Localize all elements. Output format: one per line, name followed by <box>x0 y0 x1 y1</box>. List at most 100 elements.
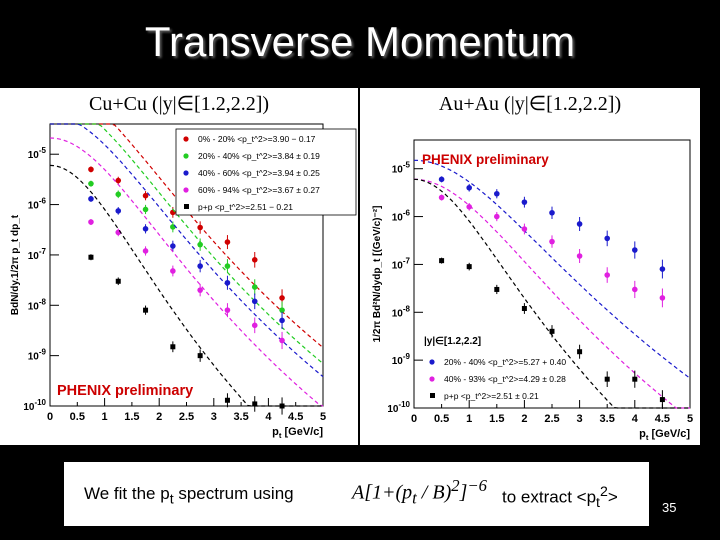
cucu-panel: Cu+Cu (|y|∈[1.2,2.2]) 0 0.5 1 1.5 2 2.5 3 3.5 4 4… <box>0 88 358 445</box>
auau-y-tick-label: 10-5 <box>392 161 411 176</box>
auau-x-tick-label: 0.5 <box>434 413 449 425</box>
auau-data-point <box>521 226 528 232</box>
auau-data-point <box>494 190 500 197</box>
auau-data-point <box>576 221 583 227</box>
auau-x-tick-label: 1 <box>466 413 472 425</box>
formula-sub: t <box>412 488 417 508</box>
cucu-data-point <box>224 263 231 269</box>
auau-data-point-square <box>466 264 472 270</box>
auau-data-point <box>659 295 666 301</box>
cucu-fit-curve-2 <box>50 123 324 378</box>
auau-x-tick-label: 5 <box>687 413 693 425</box>
cucu-x-tick-label: 4.5 <box>288 411 303 423</box>
auau-x-tick-label: 4 <box>632 413 639 425</box>
cucu-y-tick-label: 10-9 <box>28 348 47 363</box>
cucu-phenix-preliminary-label: PHENIX preliminary <box>57 383 193 399</box>
auau-legend-marker <box>429 376 435 382</box>
cucu-data-point <box>88 166 94 173</box>
auau-data-point <box>632 286 638 293</box>
auau-data-point <box>576 253 583 259</box>
cucu-legend-marker <box>183 153 189 159</box>
auau-data-point-square <box>604 376 610 382</box>
cucu-data-point <box>142 206 149 213</box>
auau-y-tick-label: 10-6 <box>392 209 411 224</box>
formula-mid: / B) <box>416 481 452 504</box>
cucu-data-point <box>115 208 122 214</box>
cucu-data-point <box>142 192 149 199</box>
formula-sup: 2 <box>451 476 460 495</box>
cucu-data-point <box>197 263 203 269</box>
auau-data-point <box>521 199 528 205</box>
auau-data-point <box>632 247 638 253</box>
cucu-legend-marker <box>183 136 189 142</box>
auau-fit-curve-0 <box>413 159 691 379</box>
auau-legend-title: |y|∈[1.2,2.2] <box>424 336 481 347</box>
auau-data-point-square <box>494 286 500 292</box>
auau-legend-marker-square <box>430 393 435 398</box>
cucu-data-point <box>197 224 203 231</box>
cucu-data-point <box>251 284 258 290</box>
cucu-panel-title: Cu+Cu (|y|∈[1.2,2.2]) <box>88 93 270 115</box>
cucu-data-point <box>224 279 231 286</box>
auau-y-tick-label: 10-7 <box>392 256 411 271</box>
cucu-data-point <box>170 209 176 216</box>
cucu-y-axis-label: BdN/dy.1/2π p_t dp_t <box>10 214 21 315</box>
cucu-y-tick-label: 10-6 <box>28 197 47 212</box>
cucu-data-point <box>88 219 94 225</box>
fit-text-1-main: We fit the p <box>84 484 170 503</box>
cucu-x-tick-label: 2.5 <box>179 411 194 423</box>
auau-chart: 0 0.5 1 1.5 2 2.5 3 3.5 4 4.5 5 10-5 10-6 10-7 10-8 10-… <box>372 139 693 442</box>
cucu-data-point <box>170 243 176 249</box>
cucu-legend-marker <box>183 187 189 193</box>
auau-y-tick-label: 10-8 <box>392 304 411 319</box>
auau-data-point <box>549 238 555 245</box>
cucu-data-point <box>142 226 149 232</box>
cucu-x-tick-label: 3.5 <box>233 411 248 423</box>
auau-data-point-square <box>632 376 638 382</box>
cucu-legend-marker-square <box>184 204 189 209</box>
cucu-data-point-square <box>170 344 176 350</box>
cucu-data-point <box>279 295 285 301</box>
cucu-legend-entry: 0% - 20% <p_t^2>=3.90 − 0.17 <box>198 134 316 144</box>
cucu-data-point-square <box>197 353 203 359</box>
auau-data-point-square <box>659 397 665 403</box>
cucu-legend-entry: 40% - 60% <p_t^2>=3.94 ± 0.25 <box>198 168 320 178</box>
formula-exp: −6 <box>467 476 487 495</box>
cucu-data-point <box>224 239 231 245</box>
cucu-y-tick-label: 10-10 <box>23 398 46 413</box>
cucu-data-point <box>88 196 94 202</box>
fit-text-2-sub: t <box>596 495 600 512</box>
auau-data-point-square <box>521 305 527 311</box>
cucu-y-tick-label: 10-5 <box>28 146 47 161</box>
auau-x-tick-label: 1.5 <box>489 413 504 425</box>
auau-y-tick-label: 10-10 <box>387 400 410 415</box>
auau-x-tick-label: 2 <box>521 413 527 425</box>
auau-legend-entry: p+p <p_t^2>=2.51 ± 0.21 <box>444 391 539 401</box>
formula-start: A[1+(p <box>352 481 413 504</box>
auau-fit-curve-1 <box>413 178 690 409</box>
auau-data-point <box>549 209 555 216</box>
cucu-data-point <box>170 268 176 274</box>
cucu-legend-entry: p+p <p_t^2>=2.51 − 0.21 <box>198 202 293 212</box>
cucu-legend-marker <box>183 170 189 176</box>
cucu-x-tick-label: 3 <box>211 411 217 423</box>
cucu-data-point <box>279 337 285 344</box>
fit-text-2: to extract <pt2> <box>502 484 618 511</box>
page-number: 35 <box>662 500 677 515</box>
cucu-fit-curve-4 <box>49 164 323 407</box>
auau-data-point <box>659 266 666 272</box>
cucu-x-tick-label: 0.5 <box>70 411 85 423</box>
fit-text-1: We fit the pt spectrum using <box>84 484 294 507</box>
cucu-data-point <box>279 317 285 324</box>
auau-x-tick-label: 3 <box>577 413 583 425</box>
auau-data-point-square <box>549 328 555 334</box>
auau-legend-entry: 40% - 93% <p_t^2>=4.29 ± 0.28 <box>444 374 566 384</box>
auau-legend-entry: 20% - 40% <p_t^2>=5.27 + 0.40 <box>444 357 566 367</box>
cucu-legend-entry: 20% - 40% <p_t^2>=3.84 ± 0.19 <box>198 151 320 161</box>
auau-x-tick-label: 4.5 <box>655 413 670 425</box>
cucu-data-point <box>251 322 258 329</box>
cucu-data-point <box>251 298 258 305</box>
auau-data-point <box>494 213 500 220</box>
auau-data-point <box>604 272 610 278</box>
auau-data-point <box>466 184 472 191</box>
